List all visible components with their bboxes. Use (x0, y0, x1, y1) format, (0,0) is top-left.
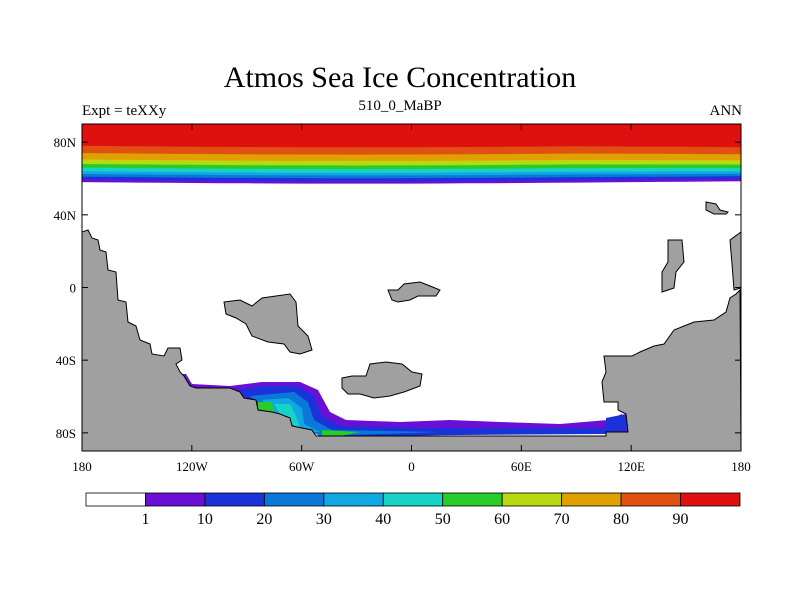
y-tick-label: 80S (56, 426, 76, 441)
colorbar-label: 10 (197, 511, 213, 528)
colorbar-segment (204, 492, 265, 507)
y-axis: 80N 40N 0 40S 80S (54, 135, 741, 441)
south-ice-10pct-band (236, 386, 606, 436)
south-ice-50pct-band (274, 404, 300, 428)
colorbar-segment (442, 492, 503, 507)
colorbar-label: 60 (494, 511, 510, 528)
colorbar-segment (620, 492, 681, 507)
colorbar-segment (501, 492, 563, 507)
colorbar-label: 30 (316, 511, 332, 528)
x-tick-label: 60W (289, 459, 315, 474)
island-a (223, 293, 313, 355)
north-ice-band-90 (82, 124, 741, 148)
x-tick-label: 120E (617, 459, 645, 474)
y-tick-label: 80N (54, 135, 77, 150)
x-tick-label: 120W (176, 459, 209, 474)
experiment-label: Expt = teXXy (82, 103, 167, 119)
x-tick-label: 60E (511, 459, 532, 474)
colorbar-segment (85, 492, 146, 507)
south-ice-60pct-band (258, 402, 274, 412)
season-label: ANN (709, 103, 743, 119)
colorbar-label: 20 (256, 511, 272, 528)
colorbar-label: 1 (141, 511, 149, 528)
chart-title: Atmos Sea Ice Concentration (223, 61, 577, 94)
island-e (705, 201, 729, 215)
colorbar-label: 50 (435, 511, 451, 528)
island-d (661, 239, 685, 293)
colorbar-label: 80 (613, 511, 629, 528)
colorbar: 1 10 20 30 40 50 60 70 80 90 (85, 492, 741, 528)
south-ice-60pct-band-2 (322, 430, 360, 436)
colorbar-label: 40 (375, 511, 391, 528)
land-masses (82, 201, 741, 451)
north-polar-ice-bands (82, 124, 741, 184)
colorbar-segment (323, 492, 384, 507)
x-tick-label: 0 (408, 459, 415, 474)
south-ice-20pct-band (250, 392, 440, 436)
southern-supercontinent (82, 229, 741, 451)
island-c (341, 361, 423, 399)
y-tick-label: 40N (54, 208, 77, 223)
colorbar-segment (561, 492, 622, 507)
x-tick-label: 180 (72, 459, 92, 474)
y-tick-label: 40S (56, 353, 76, 368)
x-tick-label: 180 (731, 459, 751, 474)
colorbar-segment (680, 492, 741, 507)
time-slice-label: 510_0_MaBP (358, 98, 442, 114)
colorbar-segment (382, 492, 444, 507)
colorbar-label: 70 (554, 511, 570, 528)
east-coast-strip (729, 231, 741, 291)
south-ice-east-patch (606, 414, 628, 432)
colorbar-segment (263, 492, 325, 507)
island-b (387, 281, 441, 303)
x-axis: 180 120W 60W 0 60E 120E 180 (72, 124, 751, 474)
colorbar-label: 90 (673, 511, 689, 528)
colorbar-segment (145, 492, 206, 507)
y-tick-label: 0 (70, 281, 77, 296)
